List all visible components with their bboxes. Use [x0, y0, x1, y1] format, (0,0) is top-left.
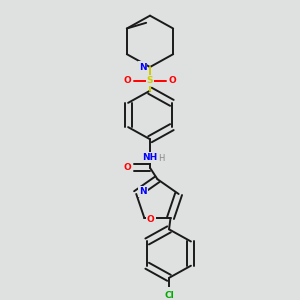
Text: O: O	[168, 76, 176, 85]
Text: N: N	[139, 62, 146, 71]
Text: O: O	[124, 76, 132, 85]
Text: N: N	[139, 187, 147, 196]
Text: O: O	[123, 163, 131, 172]
Text: H: H	[158, 154, 164, 163]
Text: Cl: Cl	[164, 291, 174, 300]
Text: O: O	[147, 215, 155, 224]
Text: S: S	[147, 76, 153, 85]
Text: NH: NH	[142, 153, 157, 162]
